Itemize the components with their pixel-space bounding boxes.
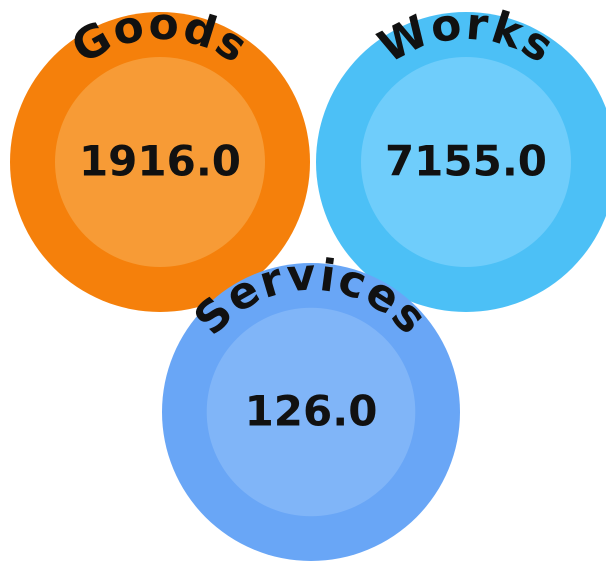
value-label: 1916.0 — [79, 137, 241, 186]
inner-circle — [206, 307, 416, 517]
value-label: 7155.0 — [385, 137, 547, 186]
inner-circle — [361, 57, 571, 267]
value-label: 126.0 — [245, 387, 378, 436]
inner-circle — [55, 57, 265, 267]
